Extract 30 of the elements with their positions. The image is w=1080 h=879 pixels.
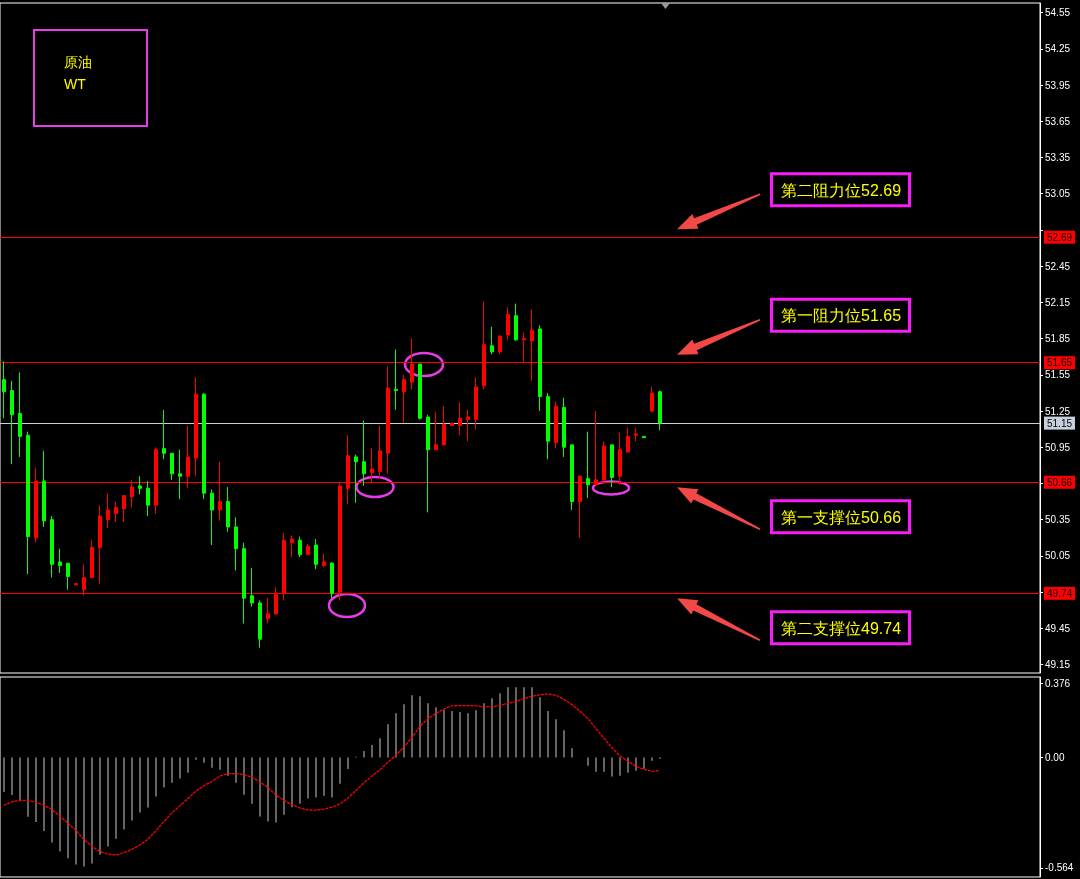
ref-line-label: 50.66 [1047, 476, 1073, 488]
y-tick-label: 52.15 [1045, 296, 1071, 308]
y-tick-label: 0.376 [1045, 678, 1071, 690]
y-tick-label: 49.45 [1045, 622, 1071, 634]
y-tick-label: 51.85 [1045, 333, 1071, 345]
text: WT [64, 76, 87, 92]
y-tick-label: -0.564 [1045, 862, 1074, 874]
y-tick-label: 51.55 [1045, 369, 1071, 381]
y-tick-label: 52.45 [1045, 260, 1071, 272]
ref-line-label: 51.65 [1047, 357, 1073, 369]
y-tick-label: 51.25 [1045, 405, 1071, 417]
annotation: 第二阻力位52.69 [781, 181, 902, 199]
y-tick-label: 49.15 [1045, 659, 1071, 671]
y-tick-label: 53.95 [1045, 79, 1071, 91]
text: 原油 [64, 54, 92, 70]
y-tick-label: 0.00 [1045, 751, 1065, 763]
y-tick-label: 53.65 [1045, 115, 1071, 127]
ref-line-label: 51.15 [1047, 417, 1073, 429]
ref-line-label: 52.69 [1047, 231, 1073, 243]
y-tick-label: 53.05 [1045, 188, 1071, 200]
annotation: 第一支撑位50.66 [781, 508, 902, 526]
y-tick-label: 50.05 [1045, 550, 1071, 562]
y-tick-label: 50.95 [1045, 441, 1071, 453]
annotation: 第二支撑位49.74 [781, 619, 902, 637]
y-tick-label: 54.55 [1045, 7, 1071, 19]
y-tick-label: 54.25 [1045, 43, 1071, 55]
ref-line-label: 49.74 [1047, 587, 1073, 599]
y-tick-label: 53.35 [1045, 152, 1071, 164]
y-tick-label: 50.35 [1045, 514, 1071, 526]
annotation: 第一阻力位51.65 [781, 307, 902, 325]
